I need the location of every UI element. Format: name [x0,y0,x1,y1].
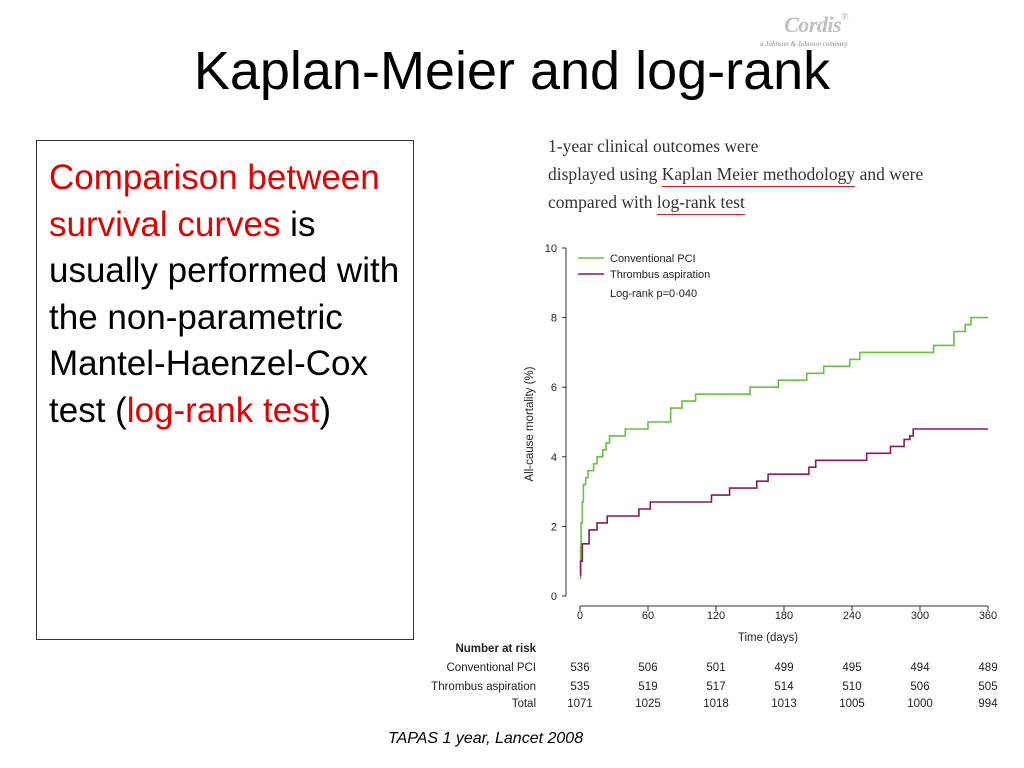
risk-table-cell: 501 [706,662,725,674]
legend-label: Thrombus aspiration [610,269,710,281]
risk-table-cell: 1025 [635,698,661,710]
risk-table-cell: 494 [910,662,930,674]
risk-table-cell: 994 [978,698,998,710]
y-tick-label: 10 [545,243,557,255]
risk-table-cell: 519 [638,681,657,693]
highlight-log-rank: log-rank test [126,390,320,430]
y-axis-title: All-cause mortality (%) [524,366,536,481]
x-tick-label: 60 [642,610,654,622]
x-axis-title: Time (days) [738,632,798,644]
risk-table-header: Number at risk [455,643,536,655]
y-tick-label: 4 [551,452,557,464]
risk-table-cell: 510 [842,681,861,693]
excerpt-line-3: compared with log-rank test [548,192,745,216]
series-conventional-pci-line [579,316,988,580]
risk-table-cell: 1013 [771,698,797,710]
risk-table-cell: 499 [774,662,793,674]
risk-table-cell: 505 [978,681,997,693]
logo-brand: Cordis® [784,12,848,37]
risk-table-cell: 1018 [703,698,729,710]
risk-table-cell: 506 [910,681,929,693]
body-text: is usually performed with the non-parame… [49,204,400,430]
y-tick-label: 0 [551,591,557,603]
x-tick-label: 240 [843,610,861,622]
risk-table-cell: 1071 [567,698,593,710]
underline-kaplan-meier: Kaplan Meier methodology [661,164,856,187]
legend-label: Conventional PCI [610,253,696,265]
risk-table-cell: 514 [774,681,794,693]
underline-log-rank: log-rank test [656,192,745,215]
highlight-comparison: Comparison between survival curves [49,158,380,244]
excerpt-line-2: displayed using Kaplan Meier methodology… [548,164,923,188]
body-text-end: ) [319,390,332,430]
risk-table-cell: 517 [706,681,725,693]
x-tick-label: 0 [577,610,583,622]
excerpt-line-1: 1-year clinical outcomes were [548,136,759,156]
explanation-text: Comparison between survival curves is us… [49,155,409,434]
risk-table-cell: 495 [842,662,861,674]
x-tick-label: 120 [707,610,725,622]
risk-table-cell: 535 [570,681,589,693]
risk-table-cell: 536 [570,662,589,674]
logo-tagline: a Johnson & Johnson company [760,40,848,48]
slide-title: Kaplan-Meier and log-rank [193,41,831,101]
y-tick-label: 2 [551,521,557,533]
x-tick-label: 180 [775,610,793,622]
x-tick-label: 360 [979,610,997,622]
risk-table-cell: 489 [978,662,997,674]
x-tick-label: 300 [911,610,929,622]
series-thrombus-aspiration-line [579,428,988,576]
legend-note: Log-rank p=0·040 [610,288,697,300]
risk-table-cell: 1000 [907,698,933,710]
y-tick-label: 8 [551,313,557,325]
cordis-logo: Cordis® a Johnson & Johnson company [748,12,848,54]
risk-table-row-label: Conventional PCI [447,662,537,674]
risk-table-cell: 506 [638,662,657,674]
risk-table-cell: 1005 [839,698,865,710]
risk-table-row-label: Thrombus aspiration [431,681,536,693]
explanation-box: Comparison between survival curves is us… [36,140,414,640]
y-tick-label: 6 [551,382,557,394]
risk-table-row-label: Total [512,698,536,710]
